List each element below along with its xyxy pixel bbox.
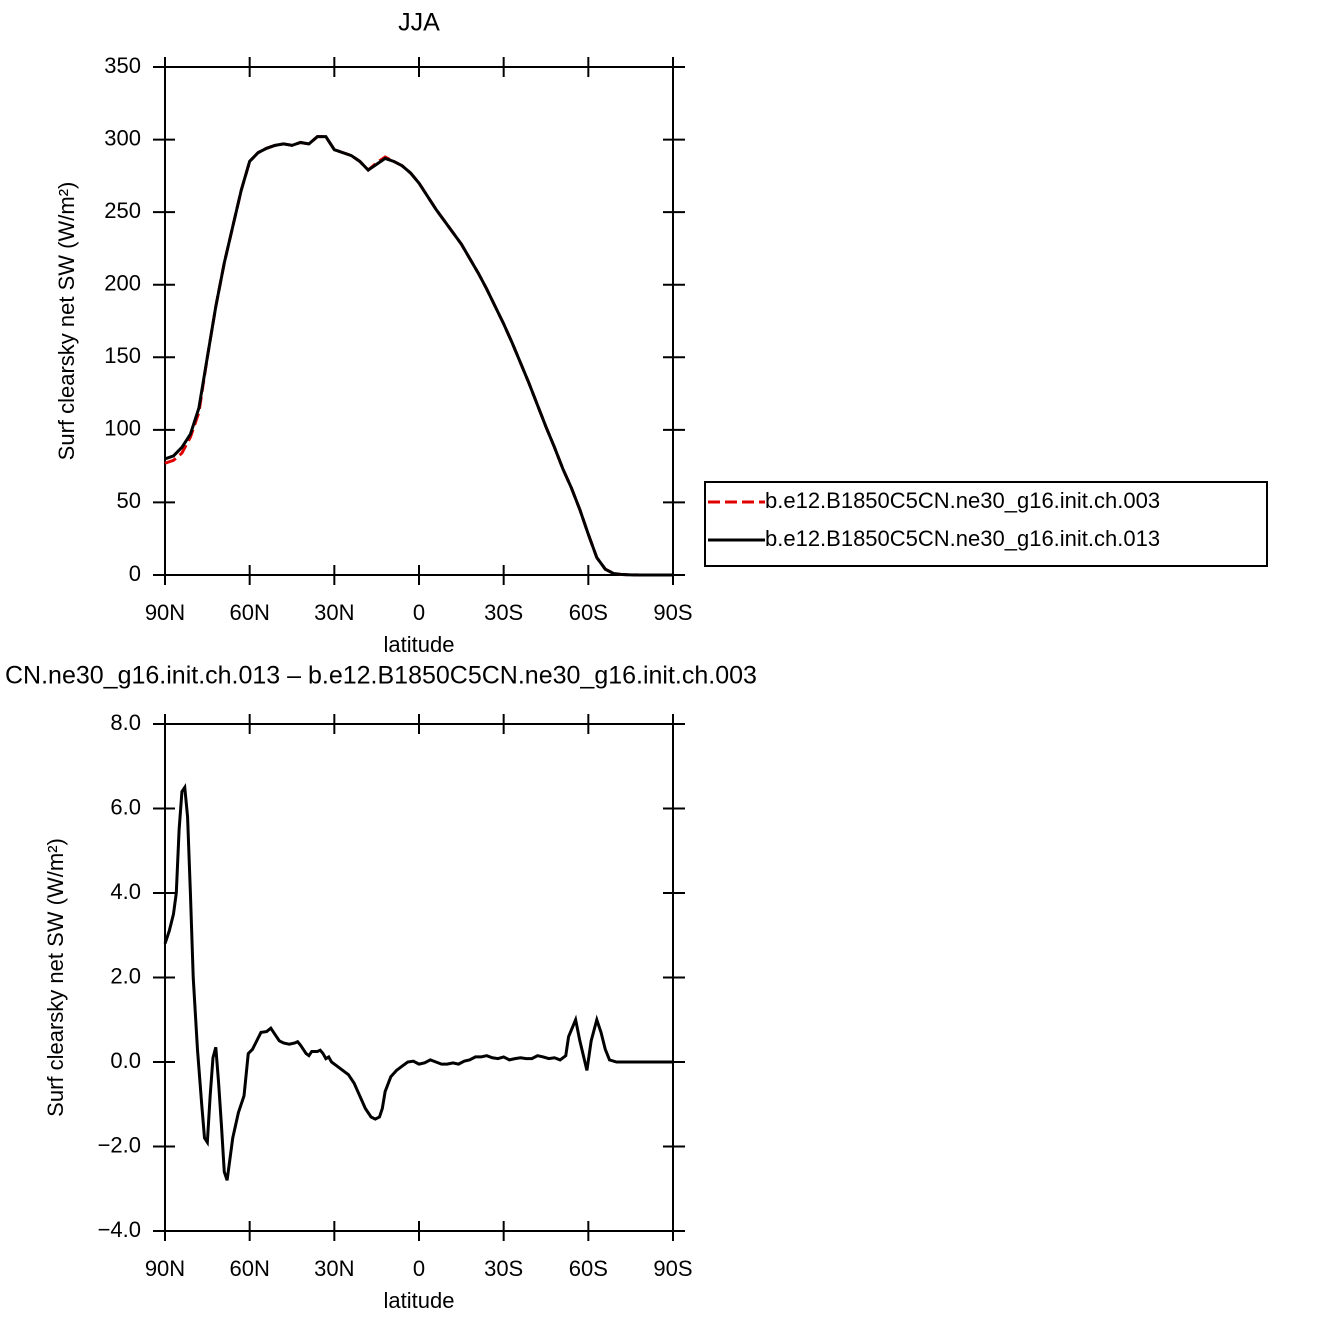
y-tick-label: −4.0	[98, 1217, 141, 1242]
data-line	[164, 135, 673, 577]
y-tick-label: 4.0	[110, 879, 141, 904]
x-tick-label: 0	[413, 1256, 425, 1281]
y-tick-label: 200	[104, 271, 141, 296]
y-tick-label: 350	[104, 53, 141, 78]
y-tick-label: 300	[104, 125, 141, 150]
legend-box	[704, 481, 1268, 567]
x-tick-label: 30N	[314, 1256, 354, 1281]
y-axis-label: Surf clearsky net SW (W/m²)	[54, 182, 79, 461]
y-tick-label: −2.0	[98, 1132, 141, 1157]
x-axis-label: latitude	[384, 632, 455, 657]
x-tick-label: 60N	[229, 600, 269, 625]
y-axis-label: Surf clearsky net SW (W/m²)	[43, 838, 68, 1117]
y-tick-label: 6.0	[110, 794, 141, 819]
chart-title: JJA	[398, 9, 440, 37]
data-line	[163, 783, 673, 1181]
legend-label: b.e12.B1850C5CN.ne30_g16.init.ch.013	[765, 526, 1160, 551]
x-axis-label: latitude	[384, 1288, 455, 1313]
x-tick-label: 90N	[145, 1256, 185, 1281]
y-tick-label: 8.0	[110, 710, 141, 735]
chart-title: CN.ne30_g16.init.ch.013 – b.e12.B1850C5C…	[5, 662, 757, 690]
plot-frame	[164, 723, 674, 1232]
legend-label: b.e12.B1850C5CN.ne30_g16.init.ch.003	[765, 488, 1160, 513]
x-tick-label: 90N	[145, 600, 185, 625]
y-tick-label: 50	[117, 488, 141, 513]
y-tick-label: 150	[104, 343, 141, 368]
y-tick-label: 100	[104, 416, 141, 441]
x-tick-label: 30N	[314, 600, 354, 625]
data-line	[164, 135, 673, 577]
x-tick-label: 90S	[653, 1256, 692, 1281]
x-tick-label: 30S	[484, 1256, 523, 1281]
x-tick-label: 60S	[569, 1256, 608, 1281]
plot-frame	[164, 66, 674, 576]
y-tick-label: 0.0	[110, 1048, 141, 1073]
y-tick-label: 2.0	[110, 963, 141, 988]
y-tick-label: 250	[104, 198, 141, 223]
x-tick-label: 60S	[569, 600, 608, 625]
y-tick-label: 0	[129, 561, 141, 586]
x-tick-label: 60N	[229, 1256, 269, 1281]
x-tick-label: 90S	[653, 600, 692, 625]
x-tick-label: 30S	[484, 600, 523, 625]
x-tick-label: 0	[413, 600, 425, 625]
